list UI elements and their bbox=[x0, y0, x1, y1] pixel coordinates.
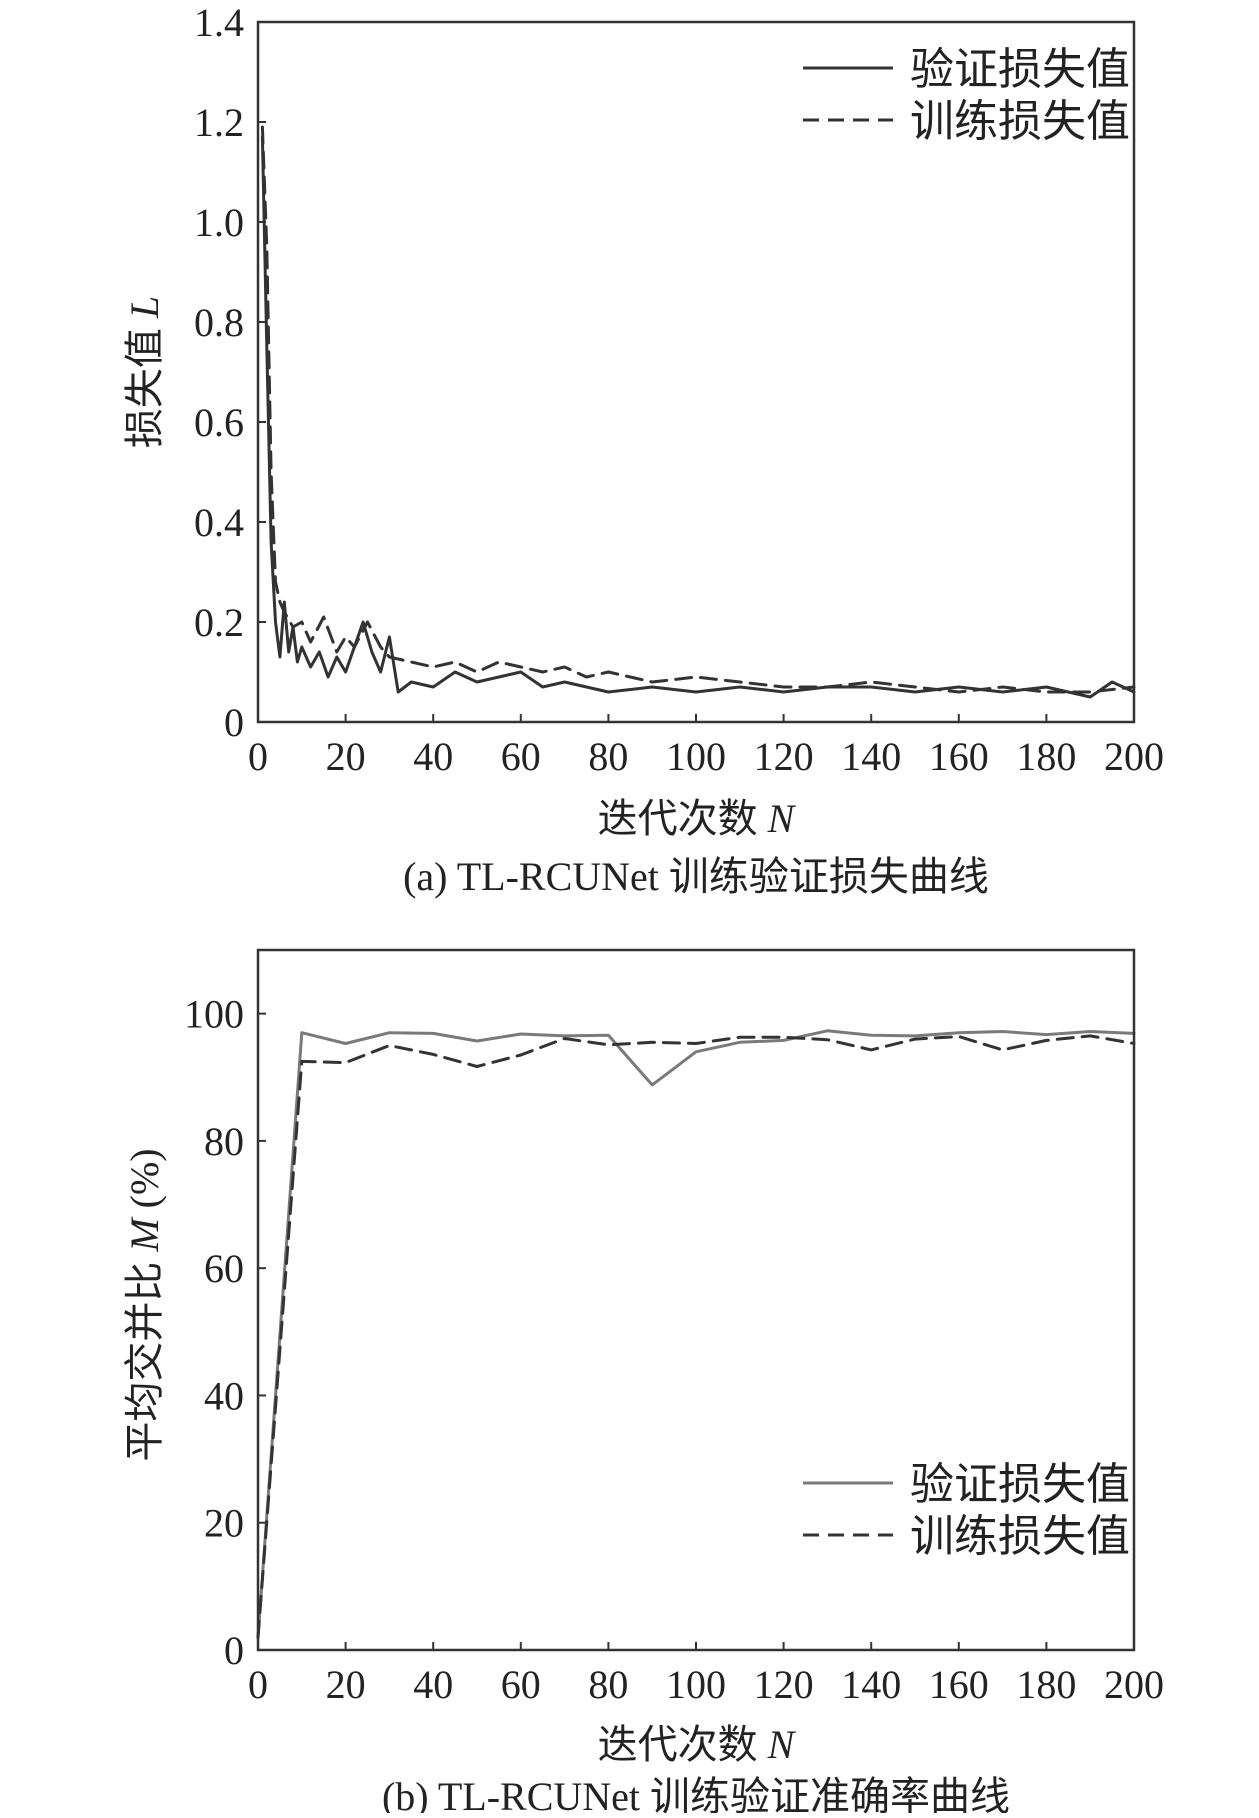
loss-y-tick-label: 0 bbox=[224, 700, 244, 745]
loss-x-axis: 0 20 40 60 80 100 120 140 160 180 200 bbox=[248, 714, 1164, 779]
loss-y-tick-label: 0.2 bbox=[194, 600, 244, 645]
accuracy-x-tick-label: 140 bbox=[841, 1662, 901, 1707]
accuracy-y-tick-label: 0 bbox=[224, 1628, 244, 1673]
loss-series-lines bbox=[260, 125, 1136, 699]
accuracy-x-axis: 0 20 40 60 80 100 120 140 160 180 200 bbox=[248, 1642, 1164, 1707]
loss-x-tick-label: 100 bbox=[666, 734, 726, 779]
loss-legend: 验证损失值 训练损失值 bbox=[803, 45, 1130, 146]
loss-chart-caption: (a) TL-RCUNet 训练验证损失曲线 bbox=[403, 854, 989, 899]
accuracy-x-tick-label: 120 bbox=[754, 1662, 814, 1707]
loss-y-tick-label: 1.2 bbox=[194, 100, 244, 145]
loss-legend-label-validation: 验证损失值 bbox=[910, 45, 1130, 94]
loss-chart: 0 20 40 60 80 100 120 140 160 180 200 0 0.2 0.4 0.6 0.… bbox=[122, 0, 1164, 899]
accuracy-legend: 验证损失值 训练损失值 bbox=[803, 1460, 1130, 1561]
loss-y-tick-label: 1.4 bbox=[194, 0, 244, 45]
loss-x-tick-label: 40 bbox=[413, 734, 453, 779]
accuracy-x-tick-label: 200 bbox=[1104, 1662, 1164, 1707]
accuracy-legend-label-training: 训练损失值 bbox=[910, 1512, 1130, 1561]
loss-x-tick-label: 80 bbox=[588, 734, 628, 779]
loss-y-tick-label: 0.6 bbox=[194, 400, 244, 445]
loss-y-tick-label: 0.8 bbox=[194, 300, 244, 345]
loss-x-axis-label: 迭代次数 N bbox=[598, 796, 797, 841]
loss-x-tick-label: 20 bbox=[326, 734, 366, 779]
accuracy-legend-label-validation: 验证损失值 bbox=[910, 1460, 1130, 1509]
loss-x-tick-label: 0 bbox=[248, 734, 268, 779]
loss-series-training-line bbox=[260, 125, 1136, 694]
loss-y-axis: 0 0.2 0.4 0.6 0.8 1.0 1.2 1.4 bbox=[194, 0, 266, 745]
loss-x-tick-label: 120 bbox=[754, 734, 814, 779]
accuracy-x-tick-label: 180 bbox=[1016, 1662, 1076, 1707]
loss-x-tick-label: 60 bbox=[501, 734, 541, 779]
accuracy-y-axis: 0 20 40 60 80 100 bbox=[184, 992, 266, 1673]
loss-x-tick-label: 180 bbox=[1016, 734, 1076, 779]
accuracy-x-tick-label: 40 bbox=[413, 1662, 453, 1707]
accuracy-x-tick-label: 0 bbox=[248, 1662, 268, 1707]
loss-series-validation-line bbox=[260, 135, 1136, 699]
accuracy-series-training-line bbox=[256, 1034, 1136, 1639]
loss-y-tick-label: 1.0 bbox=[194, 200, 244, 245]
loss-legend-label-training: 训练损失值 bbox=[910, 97, 1130, 146]
accuracy-series-validation-line bbox=[256, 1029, 1136, 1639]
accuracy-x-axis-label: 迭代次数 N bbox=[598, 1722, 797, 1767]
accuracy-x-tick-label: 60 bbox=[501, 1662, 541, 1707]
accuracy-x-tick-label: 80 bbox=[588, 1662, 628, 1707]
accuracy-y-tick-label: 40 bbox=[204, 1373, 244, 1418]
loss-x-tick-label: 160 bbox=[929, 734, 989, 779]
accuracy-x-tick-label: 100 bbox=[666, 1662, 726, 1707]
loss-y-axis-label: 损失值 L bbox=[122, 296, 167, 448]
accuracy-x-tick-label: 20 bbox=[326, 1662, 366, 1707]
accuracy-y-tick-label: 100 bbox=[184, 992, 244, 1037]
accuracy-y-tick-label: 20 bbox=[204, 1501, 244, 1546]
accuracy-y-axis-label: 平均交并比 M (%) bbox=[122, 1148, 167, 1461]
accuracy-y-tick-label: 80 bbox=[204, 1119, 244, 1164]
loss-y-tick-label: 0.4 bbox=[194, 500, 244, 545]
loss-x-tick-label: 200 bbox=[1104, 734, 1164, 779]
accuracy-y-tick-label: 60 bbox=[204, 1246, 244, 1291]
loss-x-tick-label: 140 bbox=[841, 734, 901, 779]
accuracy-chart: 0 20 40 60 80 100 120 140 160 180 200 0 20 40 60 80 100… bbox=[122, 948, 1164, 1818]
accuracy-series-lines bbox=[256, 1029, 1136, 1639]
accuracy-x-tick-label: 160 bbox=[929, 1662, 989, 1707]
accuracy-chart-caption: (b) TL-RCUNet 训练验证准确率曲线 bbox=[382, 1774, 1010, 1813]
